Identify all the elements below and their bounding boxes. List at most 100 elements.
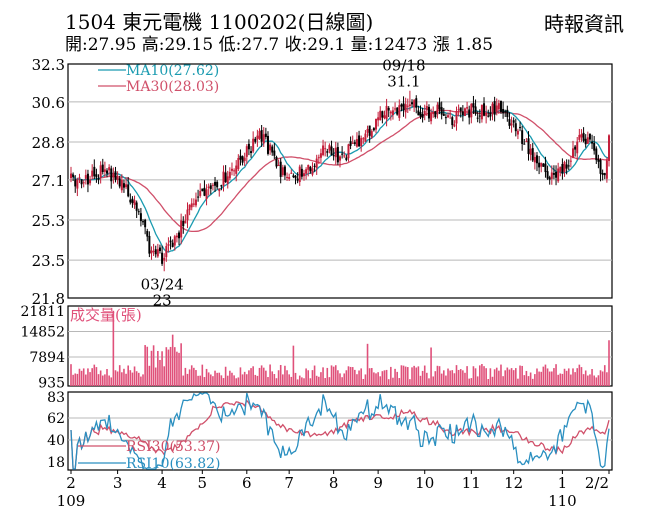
volume-bar xyxy=(536,368,538,386)
volume-bar xyxy=(356,374,358,386)
volume-bar xyxy=(498,370,500,386)
candle-body xyxy=(370,131,373,138)
candle-body xyxy=(178,232,181,239)
candle-body xyxy=(608,135,610,161)
candle-body xyxy=(527,138,530,154)
panel-frames xyxy=(67,63,613,471)
price-tick-label: 27.1 xyxy=(32,172,65,190)
volume-bar xyxy=(237,377,240,386)
volume-bar xyxy=(173,347,176,386)
candle-body xyxy=(360,138,363,147)
x-tick-label: 10 xyxy=(415,474,434,492)
axis-labels: 32.330.628.827.125.323.521.803/242309/18… xyxy=(20,56,610,510)
candle-body xyxy=(377,117,380,121)
candle-body xyxy=(277,164,280,166)
volume-bar xyxy=(220,375,223,386)
volume-bar xyxy=(551,371,553,386)
volume-bar xyxy=(398,378,401,386)
candle-body xyxy=(82,182,85,184)
volume-bar xyxy=(396,371,398,386)
candle-body xyxy=(129,199,132,203)
candle-body xyxy=(514,123,517,132)
candle-body xyxy=(144,219,147,228)
volume-title: 成交量(張) xyxy=(70,306,142,324)
volume-bar xyxy=(271,371,274,386)
volume-bar xyxy=(502,376,504,386)
volume-bar xyxy=(144,345,146,386)
candle-body xyxy=(347,144,350,159)
volume-bar xyxy=(121,372,123,386)
candle-body xyxy=(531,148,534,161)
candle-body xyxy=(290,172,293,174)
candle-body xyxy=(262,134,265,144)
candle-body xyxy=(525,141,528,143)
candle-body xyxy=(555,172,558,178)
candle-body xyxy=(279,161,282,177)
volume-bar xyxy=(137,372,140,386)
volume-bar xyxy=(262,367,265,386)
volume-bar xyxy=(358,370,360,386)
candle-body xyxy=(173,236,176,246)
volume-bar xyxy=(178,352,180,386)
volume-bar xyxy=(101,375,104,386)
x-tick-label: 6 xyxy=(242,474,252,492)
candle-body xyxy=(332,155,335,157)
candle-body xyxy=(317,157,320,159)
candle-body xyxy=(201,188,204,192)
candle-body xyxy=(355,139,358,147)
rsi30-line xyxy=(70,399,610,470)
volume-bar xyxy=(180,343,182,386)
candle-body xyxy=(512,120,515,123)
volume-bar xyxy=(313,365,316,386)
candle-body xyxy=(294,175,297,179)
volume-bar xyxy=(334,365,337,386)
candle-body xyxy=(106,170,109,174)
candle-body xyxy=(489,112,492,117)
candle-body xyxy=(391,110,394,116)
candle-body xyxy=(476,117,479,119)
candle-body xyxy=(216,181,219,188)
volume-bar xyxy=(599,370,602,386)
volume-bar xyxy=(379,376,382,386)
candle-body xyxy=(521,130,524,144)
candle-body xyxy=(122,183,125,188)
volume-bar xyxy=(260,365,263,386)
candle-body xyxy=(576,141,579,154)
candle-body xyxy=(584,138,587,145)
candle-body xyxy=(375,119,378,130)
candle-body xyxy=(161,252,164,264)
volume-bar xyxy=(142,374,144,386)
candle-body xyxy=(252,138,255,152)
volume-bar xyxy=(506,367,509,386)
volume-bar xyxy=(451,370,454,386)
candle-body xyxy=(510,123,513,126)
volume-bar xyxy=(97,374,100,386)
candle-body xyxy=(133,200,136,205)
candle-body xyxy=(502,108,505,114)
rsi-tick-label: 18 xyxy=(47,455,65,471)
volume-bar xyxy=(267,377,269,386)
candle-body xyxy=(540,162,543,167)
volume-bar xyxy=(123,368,125,386)
volume-bar xyxy=(392,377,394,386)
candle-body xyxy=(379,110,382,121)
candle-body xyxy=(269,144,272,151)
volume-bar xyxy=(165,347,168,386)
volume-bar xyxy=(148,365,151,386)
candle-body xyxy=(349,141,352,146)
candle-body xyxy=(135,202,138,211)
volume-bar xyxy=(182,375,185,386)
candle-body xyxy=(561,163,564,174)
x-tick-label: 5 xyxy=(198,474,208,492)
x-tick-label: 8 xyxy=(329,474,339,492)
candle-body xyxy=(519,127,522,129)
volume-bar xyxy=(548,371,551,386)
candle-body xyxy=(440,107,443,115)
candle-body xyxy=(281,167,284,175)
x-tick-label: 7 xyxy=(284,474,294,492)
volume-bar xyxy=(445,375,447,386)
candle-body xyxy=(569,160,572,162)
volume-bar xyxy=(326,367,329,386)
volume-bar xyxy=(508,369,511,386)
volume-bar xyxy=(203,377,206,386)
